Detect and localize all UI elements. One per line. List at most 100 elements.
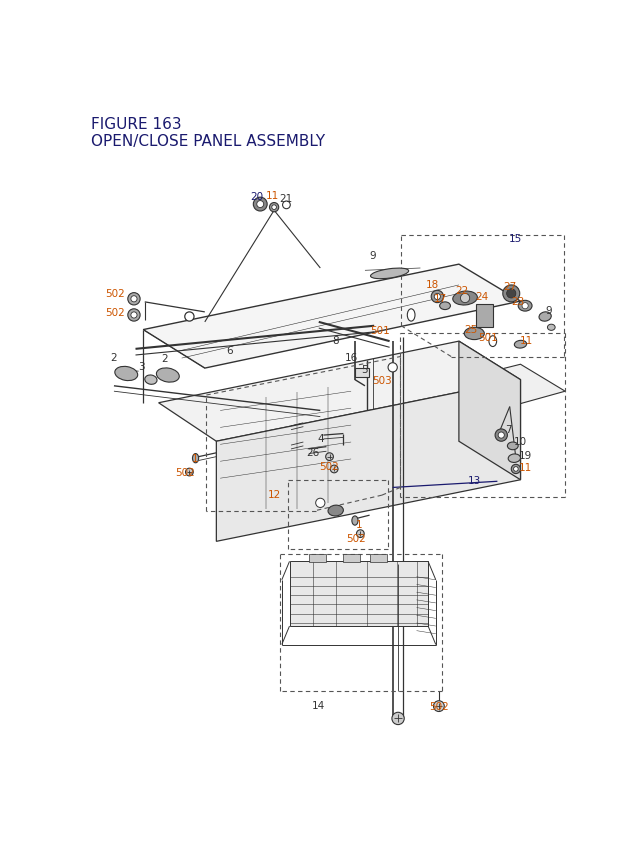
Ellipse shape [352,517,358,525]
Ellipse shape [407,309,415,322]
Text: 11: 11 [518,463,532,473]
Ellipse shape [547,325,555,331]
Circle shape [316,499,325,508]
Polygon shape [459,365,565,407]
Text: FIGURE 163: FIGURE 163 [91,117,182,132]
Circle shape [495,430,508,442]
Text: 8: 8 [332,335,339,345]
Text: 25: 25 [465,325,478,334]
Text: 15: 15 [509,233,522,244]
Ellipse shape [193,454,198,463]
Text: 502: 502 [106,307,125,318]
Text: 24: 24 [476,292,488,302]
Circle shape [128,309,140,322]
Text: 23: 23 [511,297,524,307]
Ellipse shape [328,505,344,517]
Circle shape [186,468,193,476]
Text: 502: 502 [346,534,365,543]
Ellipse shape [515,341,527,349]
Polygon shape [159,342,520,442]
Text: 22: 22 [455,286,468,296]
Text: 502: 502 [106,289,125,299]
Circle shape [507,289,516,299]
Circle shape [356,530,364,538]
Polygon shape [459,342,520,480]
Circle shape [388,363,397,373]
Circle shape [433,701,444,712]
Bar [355,369,369,378]
Text: 9: 9 [369,251,376,261]
Text: 502: 502 [175,468,195,478]
Bar [476,305,493,328]
Polygon shape [216,381,520,542]
Circle shape [431,291,444,303]
Text: 3: 3 [138,362,145,371]
Text: 2: 2 [161,354,168,363]
Text: 13: 13 [468,475,481,486]
Text: 2: 2 [111,352,117,362]
Circle shape [257,201,264,208]
Circle shape [269,203,279,213]
Circle shape [131,313,137,319]
Text: 20: 20 [251,192,264,202]
Text: 16: 16 [344,352,358,362]
Circle shape [330,466,338,474]
Text: 6: 6 [226,346,233,356]
Circle shape [460,294,470,303]
Ellipse shape [452,292,477,306]
Ellipse shape [518,301,532,312]
Circle shape [435,294,440,300]
Circle shape [522,303,528,309]
Text: 11: 11 [266,190,279,201]
Ellipse shape [145,375,157,385]
Text: 501: 501 [478,332,498,342]
Ellipse shape [115,367,138,381]
Text: 7: 7 [505,424,511,435]
Bar [371,554,387,562]
Circle shape [272,206,276,210]
Circle shape [185,313,194,322]
Circle shape [507,290,515,298]
Ellipse shape [539,313,551,322]
Text: 501: 501 [371,326,390,336]
Text: 503: 503 [372,375,392,385]
Ellipse shape [508,455,520,463]
Text: 27: 27 [503,282,516,291]
Ellipse shape [489,337,497,347]
Circle shape [326,453,333,461]
Text: 14: 14 [312,700,325,709]
Ellipse shape [156,369,179,382]
Polygon shape [143,265,520,369]
Text: 9: 9 [545,306,552,316]
Text: 4: 4 [317,434,324,443]
Text: 12: 12 [268,489,281,499]
Text: 10: 10 [514,437,527,447]
Circle shape [392,712,404,725]
Text: 1: 1 [355,520,362,530]
Circle shape [498,432,504,438]
Circle shape [253,198,267,212]
Text: 11: 11 [520,335,533,345]
Bar [308,554,326,562]
Text: OPEN/CLOSE PANEL ASSEMBLY: OPEN/CLOSE PANEL ASSEMBLY [91,134,325,149]
Text: 17: 17 [434,294,447,304]
Polygon shape [289,561,428,626]
Text: 502: 502 [319,461,339,471]
Circle shape [503,286,520,302]
Circle shape [513,468,518,472]
Text: 502: 502 [429,702,449,711]
Text: 26: 26 [306,448,319,457]
Circle shape [283,201,291,209]
Text: 21: 21 [279,194,292,204]
Circle shape [131,296,137,302]
Bar [344,554,360,562]
Circle shape [128,294,140,306]
Ellipse shape [371,269,409,279]
Text: 1: 1 [192,454,199,463]
Ellipse shape [508,443,518,450]
Text: 5: 5 [362,364,368,375]
Ellipse shape [440,302,451,310]
Text: 18: 18 [426,280,439,290]
Ellipse shape [464,328,484,340]
Circle shape [511,465,520,474]
